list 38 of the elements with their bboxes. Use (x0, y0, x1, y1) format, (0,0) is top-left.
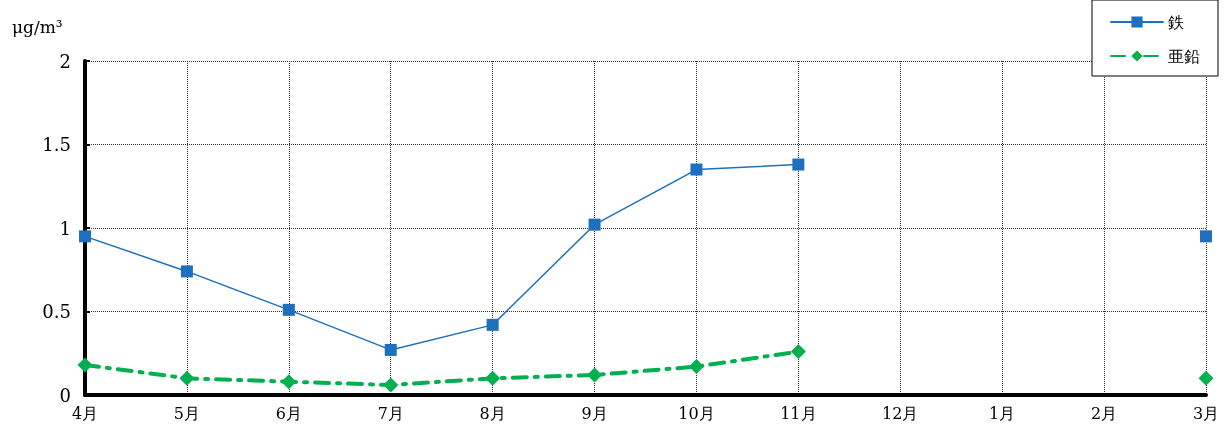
y-axis-title: μg/m³ (12, 16, 63, 37)
legend-label: 亜鉛 (1168, 46, 1200, 66)
point (588, 218, 601, 231)
legend-label: 鉄 (1168, 12, 1184, 32)
point (485, 370, 501, 386)
x-tick-label: 3月 (1192, 403, 1220, 423)
point (1200, 230, 1212, 243)
x-tick-label: 4月 (71, 403, 99, 423)
point (790, 344, 806, 360)
point (282, 303, 295, 316)
x-tick-label: 6月 (275, 403, 302, 423)
point (690, 163, 703, 176)
y-tick-label: 2 (59, 50, 71, 72)
point (792, 158, 805, 171)
point (179, 370, 195, 386)
y-tick-label: 1.5 (42, 134, 71, 155)
x-tick-label: 7月 (377, 403, 404, 423)
x-tick-label: 5月 (173, 403, 200, 423)
point (79, 230, 91, 243)
x-tick-label: 2月 (1091, 403, 1118, 423)
point (486, 318, 499, 331)
point (1198, 370, 1214, 386)
y-tick-label: 1 (59, 217, 71, 239)
point (383, 377, 399, 393)
point (587, 367, 603, 383)
x-tick-label: 12月 (882, 403, 919, 423)
point (180, 265, 193, 278)
x-tick-label: 10月 (678, 403, 715, 423)
y-tick-label: 0 (59, 384, 71, 406)
x-tick-label: 1月 (989, 403, 1016, 423)
x-tick-label: 9月 (581, 403, 608, 423)
point (384, 343, 397, 356)
x-tick-label: 11月 (780, 403, 817, 423)
point (281, 374, 297, 390)
y-tick-label: 0.5 (42, 301, 71, 322)
point (688, 359, 704, 375)
point (77, 357, 93, 373)
x-tick-label: 8月 (479, 403, 506, 423)
